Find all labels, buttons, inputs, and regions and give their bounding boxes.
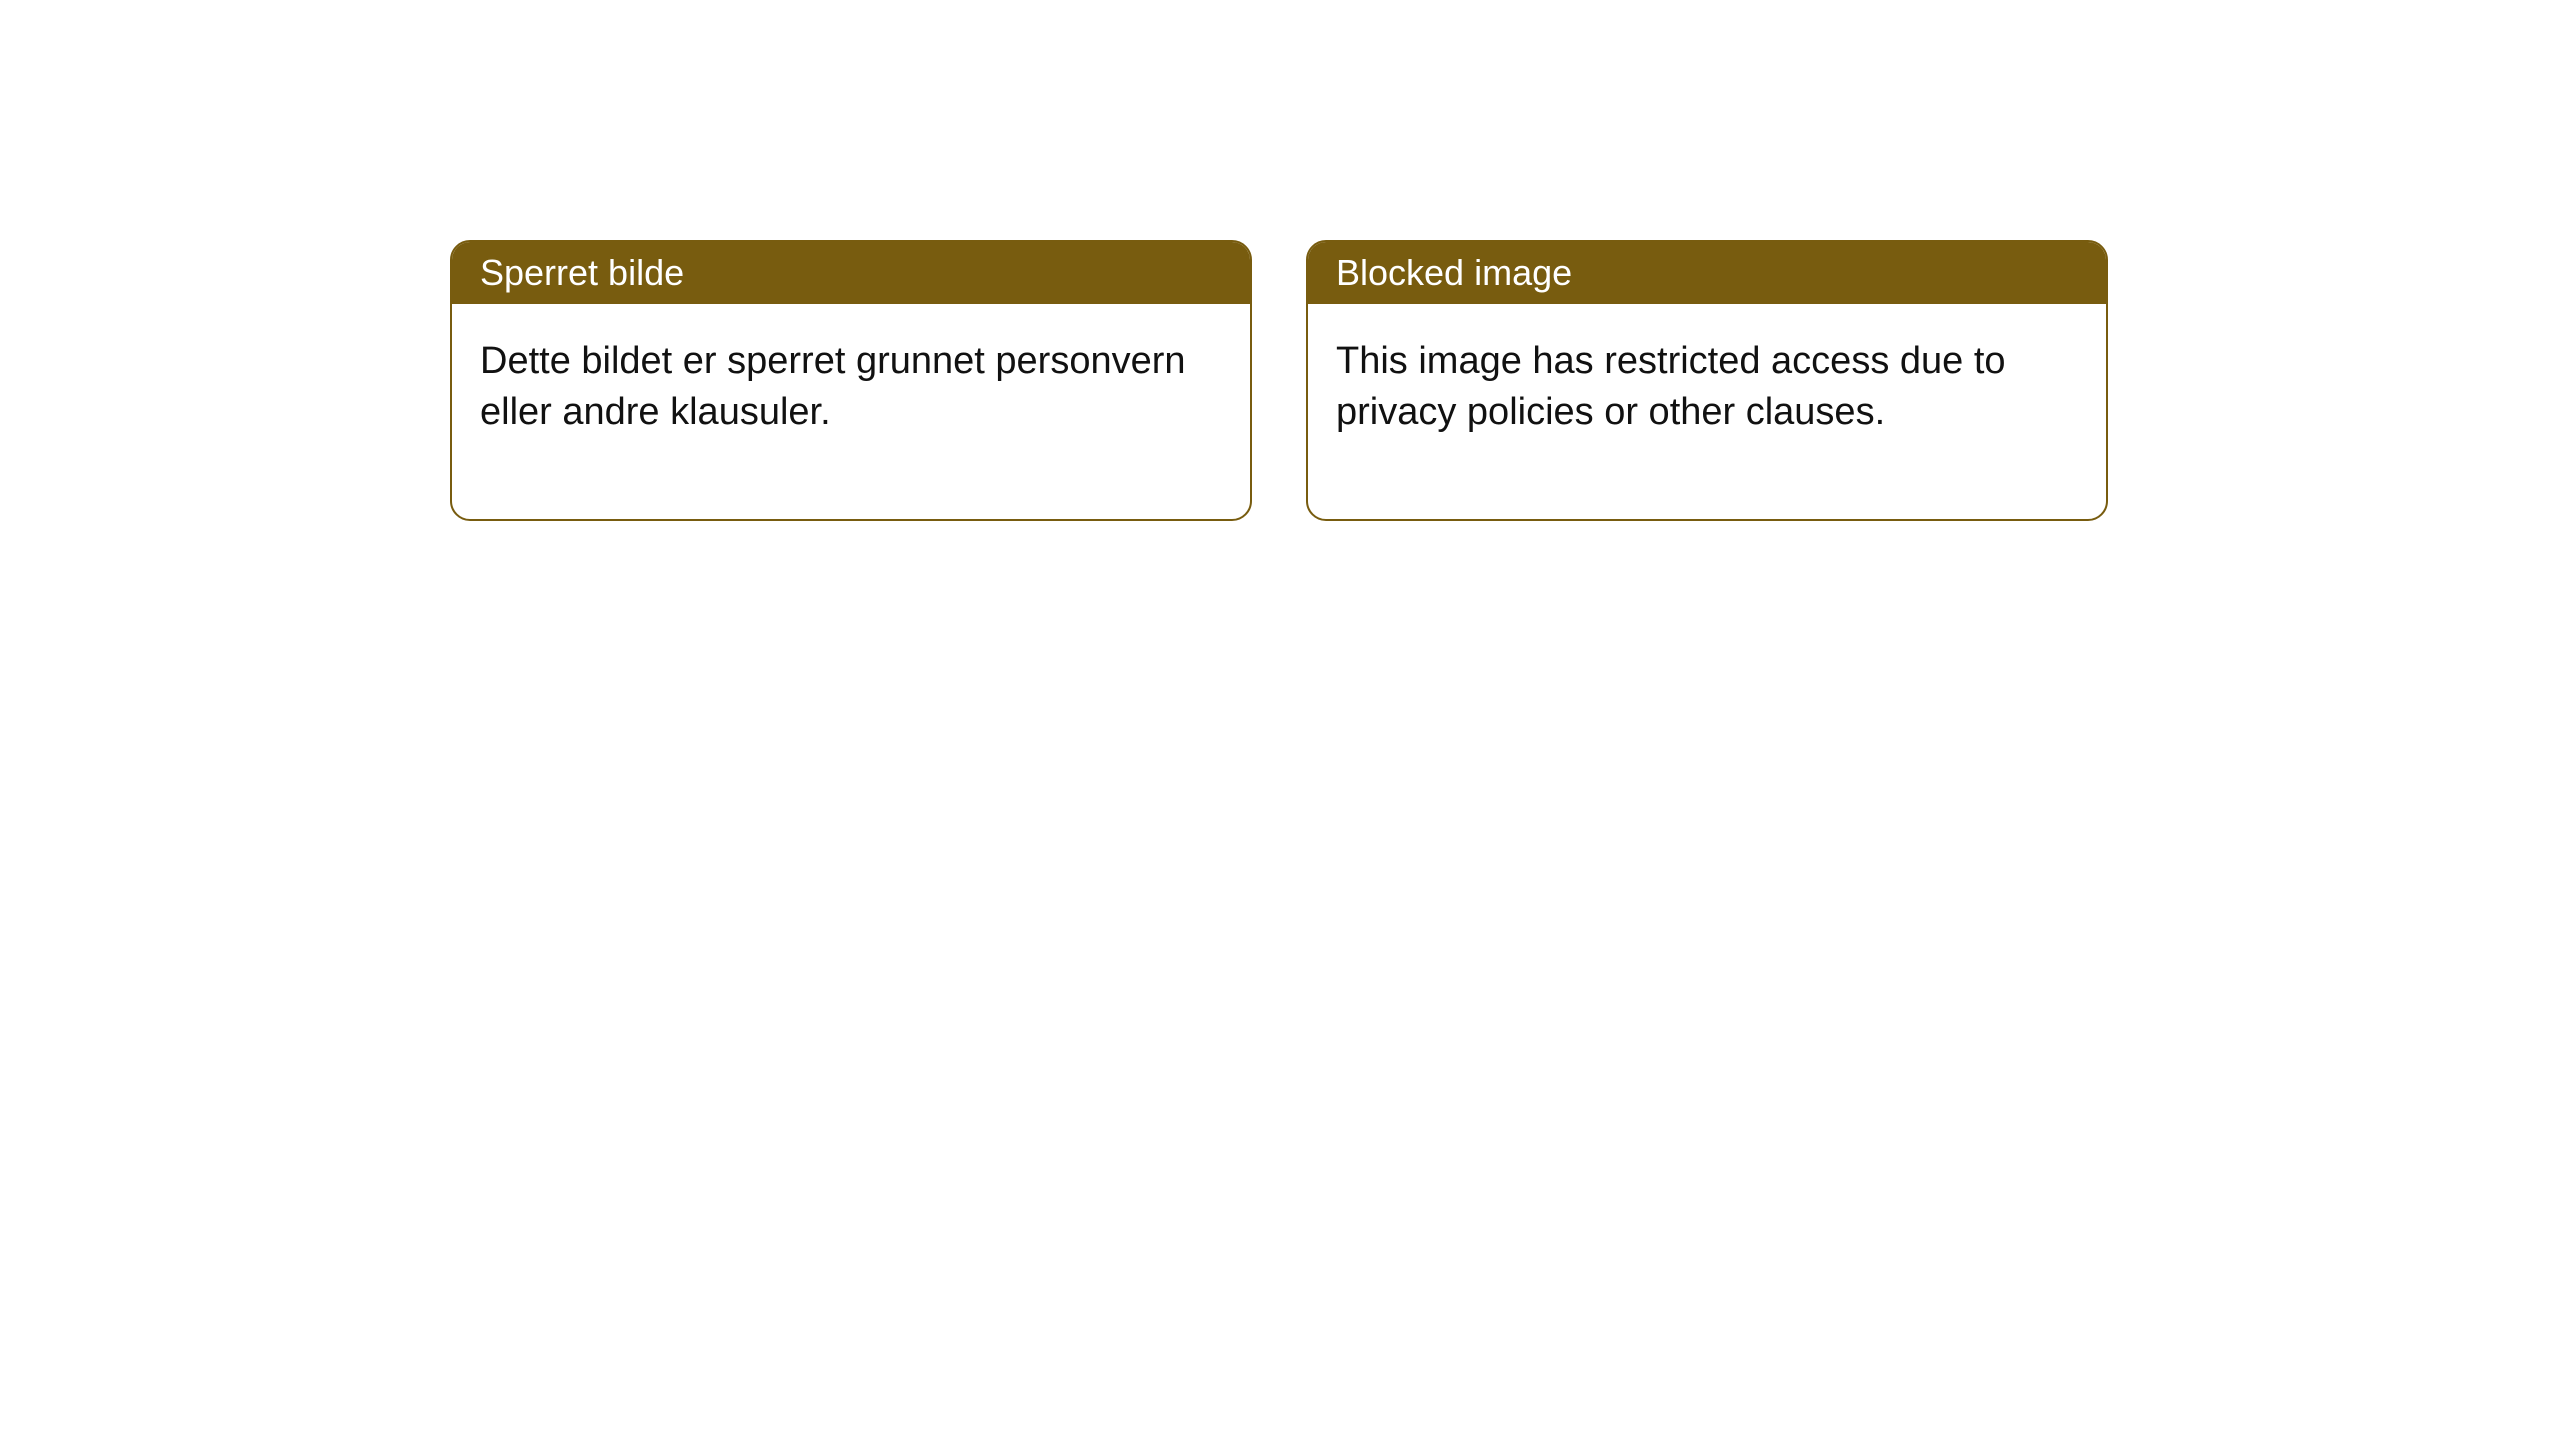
cards-container: Sperret bilde Dette bildet er sperret gr…: [450, 240, 2108, 521]
card-sperret-bilde: Sperret bilde Dette bildet er sperret gr…: [450, 240, 1252, 521]
card-blocked-image: Blocked image This image has restricted …: [1306, 240, 2108, 521]
card-header: Blocked image: [1308, 242, 2106, 304]
card-body-text: This image has restricted access due to …: [1336, 340, 2006, 433]
card-body: This image has restricted access due to …: [1308, 304, 2106, 519]
card-title: Sperret bilde: [480, 252, 684, 293]
card-title: Blocked image: [1336, 252, 1572, 293]
card-body: Dette bildet er sperret grunnet personve…: [452, 304, 1250, 519]
card-body-text: Dette bildet er sperret grunnet personve…: [480, 340, 1186, 433]
card-header: Sperret bilde: [452, 242, 1250, 304]
